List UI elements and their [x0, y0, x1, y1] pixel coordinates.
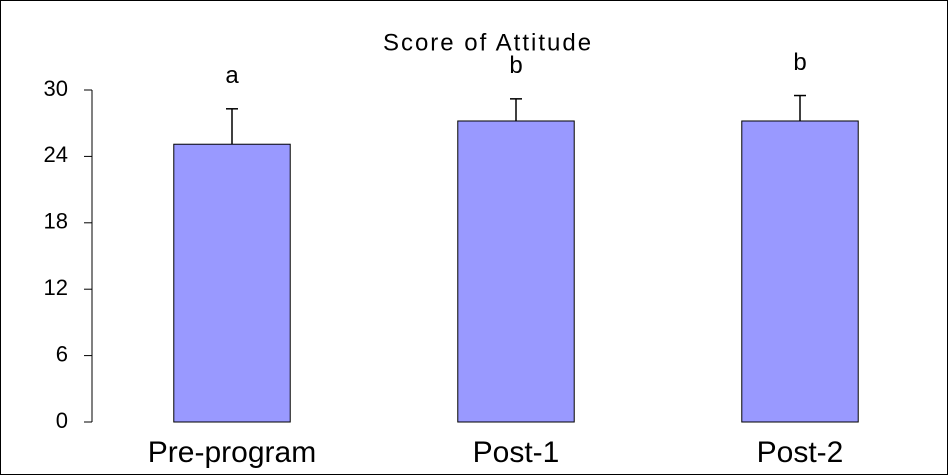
- x-tick-label: Pre-program: [148, 436, 316, 469]
- y-tick-label: 12: [44, 275, 68, 300]
- y-tick-label: 18: [44, 209, 68, 234]
- y-tick-label: 30: [44, 76, 68, 101]
- significance-label: b: [509, 52, 522, 79]
- y-tick-label: 0: [56, 408, 68, 433]
- y-tick-label: 6: [56, 341, 68, 366]
- chart-title: Score of Attitude: [383, 29, 593, 56]
- significance-label: b: [793, 49, 806, 76]
- bar: [457, 120, 575, 423]
- bar: [741, 120, 859, 423]
- bar: [173, 143, 291, 423]
- y-tick-label: 24: [44, 142, 68, 167]
- significance-label: a: [225, 62, 239, 89]
- x-tick-label: Post-1: [473, 436, 560, 469]
- x-tick-label: Post-2: [757, 436, 844, 469]
